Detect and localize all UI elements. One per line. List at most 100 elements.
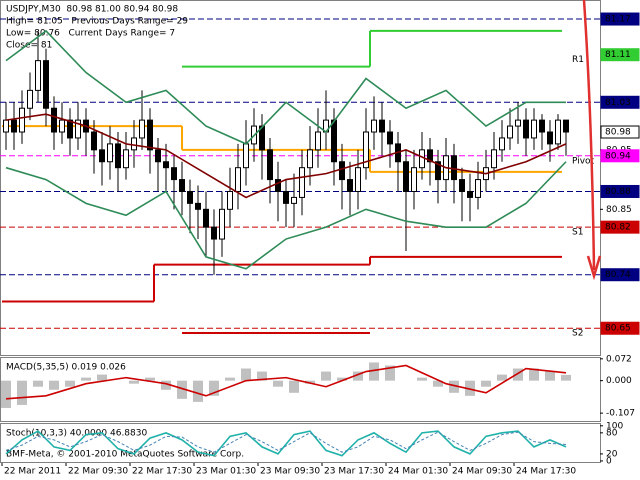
- forecast-arrow: [582, 0, 596, 271]
- level-tag: S1: [572, 228, 583, 238]
- candle-body: [203, 208, 209, 228]
- histogram-bar: [81, 377, 91, 381]
- candle-body: [339, 161, 345, 181]
- candle-body: [243, 143, 249, 169]
- candle-body: [259, 125, 265, 151]
- histogram-bar: [65, 380, 75, 387]
- level-label: 81.03: [605, 98, 631, 108]
- candle-body: [195, 202, 201, 210]
- candle-body: [75, 119, 81, 139]
- candle-body: [331, 119, 337, 163]
- candle-body: [539, 119, 545, 133]
- footer: BMF-Meta, © 2001-2010 MetaQuotes Softwar…: [6, 450, 244, 460]
- candle-body: [115, 143, 121, 169]
- level-label: 80.82: [605, 223, 631, 233]
- candle-body: [187, 190, 193, 204]
- candle-body: [475, 179, 481, 198]
- histogram-bar: [209, 380, 219, 396]
- level-box: [600, 12, 640, 26]
- candle-body: [307, 149, 313, 169]
- histogram-bar: [17, 380, 27, 405]
- candle-body: [27, 89, 33, 109]
- histogram-bar: [337, 377, 347, 381]
- candle-body: [131, 137, 137, 151]
- histogram-bar: [353, 371, 363, 381]
- panel-title: USDJPY,M30 80.98 81.00 80.94 80.98: [6, 5, 178, 15]
- level-box: [600, 125, 640, 139]
- forecast-arrowhead: [586, 255, 602, 281]
- candle-body: [267, 149, 273, 181]
- y-tick-label: 0.072: [606, 354, 632, 364]
- x-tick-label: 22 Mar 17:30: [132, 467, 192, 477]
- indicator-line: [5, 431, 567, 453]
- indicator-line: [5, 161, 567, 270]
- candle-body: [515, 119, 521, 127]
- level-box: [600, 149, 640, 163]
- level-box: [600, 321, 640, 335]
- indicator-line: [5, 29, 566, 145]
- candle-body: [371, 119, 377, 133]
- candle-body: [315, 131, 321, 151]
- candle-body: [547, 131, 553, 145]
- histogram-bar: [161, 380, 171, 390]
- candle-body: [299, 167, 305, 198]
- candle-body: [451, 155, 457, 181]
- candle-body: [387, 131, 393, 145]
- x-tick-label: 23 Mar 01:30: [196, 467, 256, 477]
- candle-body: [459, 179, 465, 192]
- x-tick-label: 24 Mar 09:30: [452, 467, 512, 477]
- level-box: [600, 220, 640, 234]
- histogram-bar: [145, 377, 155, 381]
- y-tick-label: 100: [606, 421, 623, 431]
- info-line: Low= 80.76 Current Days Range= 7: [6, 29, 175, 39]
- candle-body: [355, 167, 361, 192]
- histogram-bar: [449, 380, 459, 393]
- y-tick-label: 0: [606, 456, 612, 466]
- candle-body: [419, 149, 425, 169]
- histogram-bar: [177, 380, 187, 399]
- histogram-bar: [369, 362, 379, 381]
- histogram-bar: [545, 371, 555, 381]
- candle-body: [227, 190, 233, 210]
- panel-title: MACD(5,35,5) 0.019 0.026: [6, 363, 126, 373]
- candle-body: [51, 107, 57, 133]
- indicator-line: [5, 364, 567, 400]
- x-tick-label: 24 Mar 01:30: [388, 467, 448, 477]
- histogram-bar: [241, 368, 251, 381]
- level-box: [600, 48, 640, 62]
- histogram-bar: [97, 374, 107, 381]
- candle-body: [35, 60, 41, 91]
- candle-body: [19, 107, 25, 133]
- y-tick-label: 80: [606, 428, 618, 438]
- candle-body: [67, 119, 73, 139]
- candle-body: [179, 179, 185, 192]
- histogram-bar: [465, 380, 475, 396]
- candle-body: [563, 119, 569, 133]
- level-box: [600, 184, 640, 198]
- histogram-bar: [433, 380, 443, 387]
- histogram-bar: [481, 380, 491, 387]
- histogram-bar: [497, 374, 507, 381]
- candle-body: [467, 190, 473, 198]
- candle-body: [59, 119, 65, 133]
- candle-body: [211, 226, 217, 240]
- level-box: [600, 95, 640, 109]
- candle-body: [99, 149, 105, 163]
- candle-body: [507, 125, 513, 139]
- x-tick-label: 23 Mar 17:30: [324, 467, 384, 477]
- x-tick-label: 23 Mar 09:30: [260, 467, 320, 477]
- candle-body: [491, 149, 497, 169]
- candle-body: [123, 149, 129, 169]
- candle-body: [147, 119, 153, 151]
- candle-body: [435, 161, 441, 181]
- panel-frame: [0, 423, 601, 463]
- y-tick-label: 0.000: [606, 376, 632, 386]
- candle-body: [91, 131, 97, 151]
- panel-title: Stoch(10,3,3) 40.0000 46.8830: [6, 429, 147, 439]
- candle-body: [171, 167, 177, 181]
- candle-body: [531, 119, 537, 139]
- indicator-line: [5, 113, 567, 199]
